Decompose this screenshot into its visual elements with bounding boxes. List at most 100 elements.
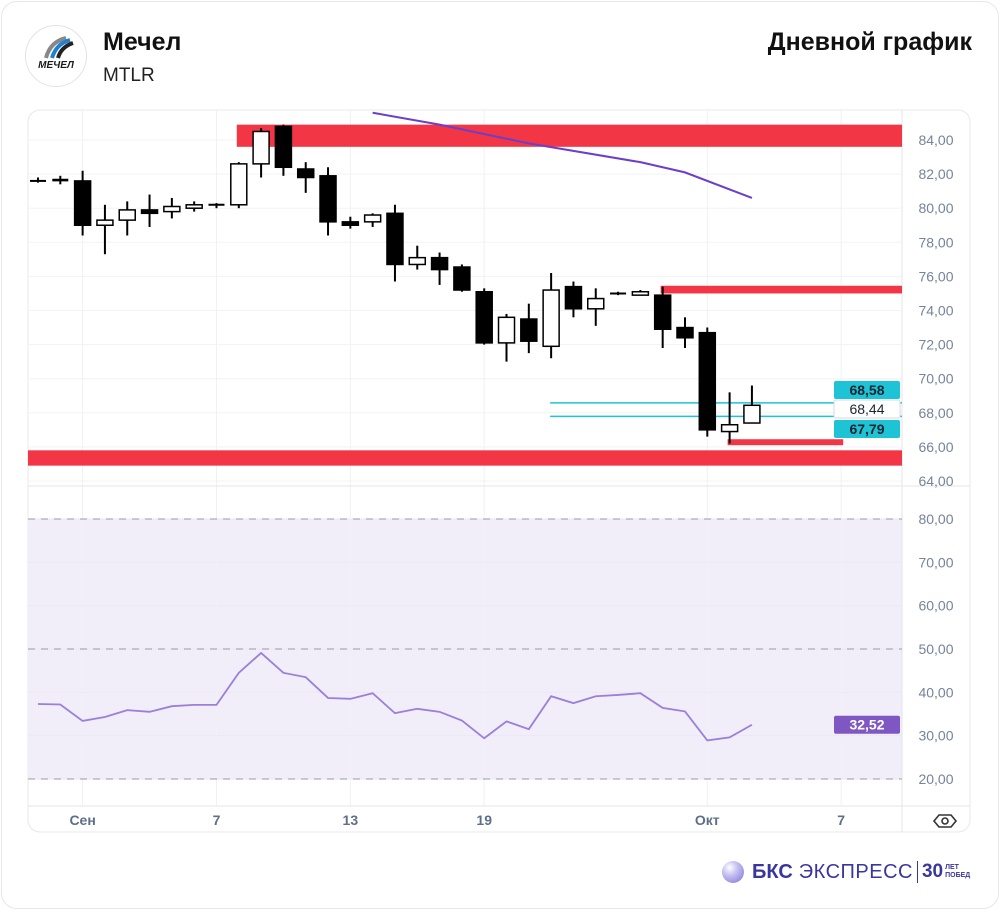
candle[interactable] (73, 170, 92, 236)
candle-body (497, 316, 516, 344)
candle[interactable] (497, 313, 516, 362)
candle[interactable] (698, 327, 717, 437)
price-pane (28, 111, 902, 466)
price-axis-label: 78,00 (918, 234, 953, 250)
anniversary-line1: ЛЕТ (945, 864, 959, 871)
candle[interactable] (274, 124, 293, 176)
moving-average-line (372, 111, 753, 199)
candle-body (140, 209, 159, 215)
candle[interactable] (52, 175, 69, 185)
candle-body (520, 318, 538, 342)
eye-outline (932, 814, 958, 828)
candle[interactable] (341, 216, 360, 229)
candle[interactable] (140, 194, 159, 227)
candle[interactable] (587, 288, 605, 326)
time-axis-label: 19 (476, 812, 492, 828)
candle-body (743, 404, 761, 424)
rsi-axis-label: 20,00 (918, 771, 953, 787)
rsi-axis-label: 70,00 (918, 554, 953, 570)
time-axis-label: Окт (695, 812, 720, 828)
candle-body (653, 294, 672, 331)
candle[interactable] (96, 204, 114, 255)
eye-pupil (941, 817, 949, 825)
candle[interactable] (163, 197, 181, 219)
level-badge: 68,58 (849, 382, 884, 398)
price-axis-label: 74,00 (918, 303, 953, 319)
price-axis-label: 64,00 (918, 473, 953, 489)
level-badge-bg (834, 381, 900, 399)
candle[interactable] (743, 385, 761, 424)
price-axis-label: 70,00 (918, 371, 953, 387)
candle[interactable] (296, 162, 315, 193)
candle[interactable] (542, 272, 560, 359)
candle[interactable] (118, 201, 136, 236)
anniversary-line2: ПОБЕД (945, 872, 971, 879)
candle[interactable] (408, 245, 427, 270)
price-axis-label: 72,00 (918, 337, 953, 353)
logo-arcs-icon (44, 36, 74, 59)
brand-sphere-icon (722, 861, 744, 883)
candle-body (252, 130, 270, 165)
price-axis-label: 68,00 (918, 405, 953, 421)
candle[interactable] (363, 213, 382, 227)
time-axis-label: Сен (69, 812, 95, 828)
candle-body (386, 212, 404, 266)
candle-body (676, 326, 694, 339)
candle-body (542, 289, 560, 348)
candle[interactable] (610, 291, 627, 296)
footer-brand: БКС ЭКСПРЕСС 30 ЛЕТ ПОБЕД (722, 858, 970, 886)
time-axis-label: 13 (343, 812, 359, 828)
brand-light: ЭКСПРЕСС (798, 860, 913, 883)
candle[interactable] (252, 128, 270, 178)
candle-body (564, 285, 583, 310)
anniversary-number: 30 (921, 861, 944, 882)
price-axis-label: 76,00 (918, 268, 953, 284)
candle[interactable] (319, 167, 337, 236)
ticker: MTLR (103, 65, 155, 86)
candle[interactable] (720, 392, 739, 444)
level-badge-bg (834, 420, 900, 438)
company-name: Мечел (103, 28, 182, 56)
candle-body (118, 209, 136, 221)
candle-body (185, 204, 203, 209)
candle[interactable] (30, 177, 46, 183)
candle-body (163, 205, 181, 213)
candle[interactable] (520, 303, 538, 354)
candle-body (587, 297, 605, 310)
candle[interactable] (230, 162, 248, 209)
candle-body (698, 331, 717, 431)
candle[interactable] (653, 286, 672, 349)
candle[interactable] (631, 290, 650, 296)
candle-body (363, 214, 382, 223)
candle-body (408, 256, 427, 266)
candle-body (296, 168, 315, 179)
rsi-axis-label: 30,00 (918, 728, 953, 744)
price-axis-label: 82,00 (918, 166, 953, 182)
chart-title: Дневной график (767, 28, 972, 56)
support-resistance-zone (236, 124, 902, 147)
candle[interactable] (475, 288, 493, 345)
candle-body (274, 125, 293, 169)
support-resistance-zone (660, 285, 902, 294)
visibility-eye-icon[interactable] (932, 814, 958, 828)
brand-divider (916, 861, 918, 883)
time-axis-label: 7 (837, 812, 845, 828)
candle[interactable] (430, 252, 449, 285)
rsi-axis-label: 50,00 (918, 641, 953, 657)
candle[interactable] (185, 201, 203, 212)
company-logo: МЕЧЕЛ (25, 25, 87, 87)
last-price-bg (833, 399, 901, 419)
candle-body (96, 219, 114, 226)
candle-body (720, 423, 739, 433)
rsi-axis-label: 60,00 (918, 598, 953, 614)
candle[interactable] (676, 317, 694, 349)
candle-body (475, 290, 493, 344)
candle[interactable] (564, 281, 583, 318)
candle-body (453, 266, 471, 291)
candle[interactable] (208, 203, 225, 209)
candle[interactable] (453, 264, 471, 292)
candle[interactable] (386, 204, 404, 282)
rsi-axis-label: 80,00 (918, 511, 953, 527)
price-axis-label: 66,00 (918, 439, 953, 455)
